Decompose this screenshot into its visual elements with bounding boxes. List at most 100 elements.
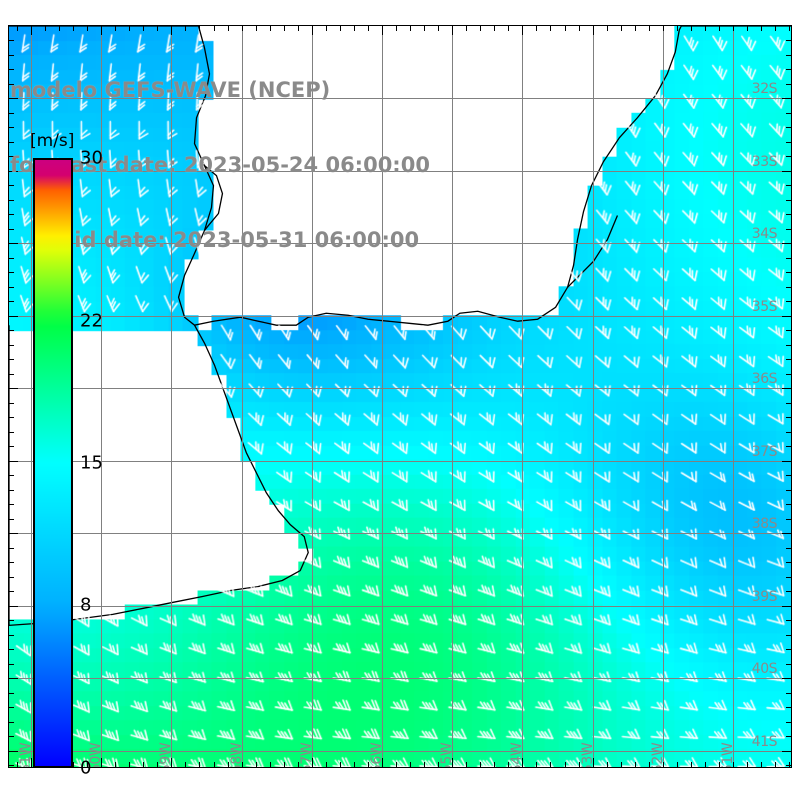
axis-tick <box>786 736 791 737</box>
axis-tick <box>786 591 791 592</box>
axis-tick <box>368 26 369 31</box>
axis-tick <box>9 287 14 288</box>
map-plot-area[interactable]: 61W 60W 59W 58W 57W 56W 55W 54W 53W 52W 51W 49W 32S 3… <box>8 25 792 768</box>
axis-tick <box>536 762 537 767</box>
axis-tick <box>199 762 200 767</box>
axis-tick <box>9 591 14 592</box>
axis-tick <box>45 26 46 31</box>
axis-tick <box>607 26 608 31</box>
axis-tick <box>565 762 566 767</box>
axis-tick <box>256 762 257 767</box>
axis-tick <box>782 98 791 99</box>
axis-tick <box>9 113 14 114</box>
axis-tick <box>157 762 158 767</box>
axis-tick <box>593 758 594 767</box>
axis-tick <box>73 26 74 31</box>
axis-tick <box>9 258 14 259</box>
axis-tick <box>719 762 720 767</box>
axis-tick <box>466 26 467 31</box>
axis-tick <box>786 127 791 128</box>
lon-tick-label-59W: 59W <box>158 742 174 768</box>
axis-tick <box>579 26 580 31</box>
axis-tick <box>786 635 791 636</box>
axis-tick <box>101 758 102 767</box>
axis-tick <box>424 762 425 767</box>
axis-tick <box>9 432 14 433</box>
axis-tick <box>368 762 369 767</box>
axis-tick <box>9 577 14 578</box>
axis-tick <box>9 751 18 752</box>
axis-tick <box>677 762 678 767</box>
axis-tick <box>9 359 14 360</box>
axis-tick <box>312 26 313 35</box>
axis-tick <box>786 330 791 331</box>
axis-tick <box>782 678 791 679</box>
axis-tick <box>9 330 14 331</box>
axis-tick <box>31 758 32 767</box>
axis-tick <box>9 649 14 650</box>
colorbar-tick-0: 0 <box>80 757 92 779</box>
axis-tick <box>9 171 18 172</box>
axis-tick <box>242 762 243 767</box>
lon-tick-label-53W: 53W <box>580 742 596 768</box>
axis-tick <box>649 762 650 767</box>
axis-tick <box>747 26 748 31</box>
grid-line-lat-40S <box>9 678 791 679</box>
axis-tick <box>691 26 692 31</box>
axis-tick <box>9 722 14 723</box>
colorbar-tick-8: 8 <box>80 594 92 616</box>
axis-tick <box>9 214 14 215</box>
lat-tick-label-36S: 36S <box>751 371 778 387</box>
axis-tick <box>786 403 791 404</box>
grid-line-lat-37S <box>9 461 791 462</box>
axis-tick <box>786 707 791 708</box>
grid-line-lat-39S <box>9 606 791 607</box>
axis-tick <box>782 171 791 172</box>
axis-tick <box>326 26 327 31</box>
axis-tick <box>789 762 790 767</box>
axis-tick <box>579 762 580 767</box>
axis-tick <box>452 26 453 35</box>
grid-line-lon-57W <box>312 26 313 767</box>
axis-tick <box>9 490 14 491</box>
axis-tick <box>775 26 776 31</box>
axis-tick <box>508 26 509 31</box>
lon-tick-label-49W: 49W <box>790 742 792 768</box>
grid-line-lon-60W <box>101 26 102 767</box>
axis-tick <box>782 461 791 462</box>
axis-tick <box>228 762 229 767</box>
axis-tick <box>9 40 14 41</box>
axis-tick <box>17 26 18 31</box>
axis-tick <box>786 229 791 230</box>
axis-tick <box>550 26 551 31</box>
grid-line-lat-36S <box>9 388 791 389</box>
axis-tick <box>9 127 14 128</box>
axis-tick <box>775 762 776 767</box>
axis-tick <box>9 142 14 143</box>
axis-tick <box>786 200 791 201</box>
axis-tick <box>87 26 88 31</box>
axis-tick <box>214 26 215 31</box>
axis-tick <box>663 762 664 767</box>
lon-tick-label-52W: 52W <box>650 742 666 768</box>
axis-tick <box>298 26 299 31</box>
axis-tick <box>786 693 791 694</box>
axis-tick <box>691 762 692 767</box>
axis-tick <box>9 736 14 737</box>
axis-tick <box>786 214 791 215</box>
axis-tick <box>480 762 481 767</box>
axis-tick <box>73 762 74 767</box>
axis-tick <box>17 762 18 767</box>
grid-line-lon-61W <box>31 26 32 767</box>
axis-tick <box>786 69 791 70</box>
axis-tick <box>786 765 791 766</box>
lon-tick-label-54W: 54W <box>509 742 525 768</box>
lon-tick-label-56W: 56W <box>369 742 385 768</box>
axis-tick <box>115 762 116 767</box>
axis-tick <box>786 417 791 418</box>
axis-tick <box>786 185 791 186</box>
axis-tick <box>733 26 734 31</box>
grid-line-lon-59W <box>171 26 172 767</box>
axis-tick <box>761 762 762 767</box>
axis-tick <box>786 475 791 476</box>
